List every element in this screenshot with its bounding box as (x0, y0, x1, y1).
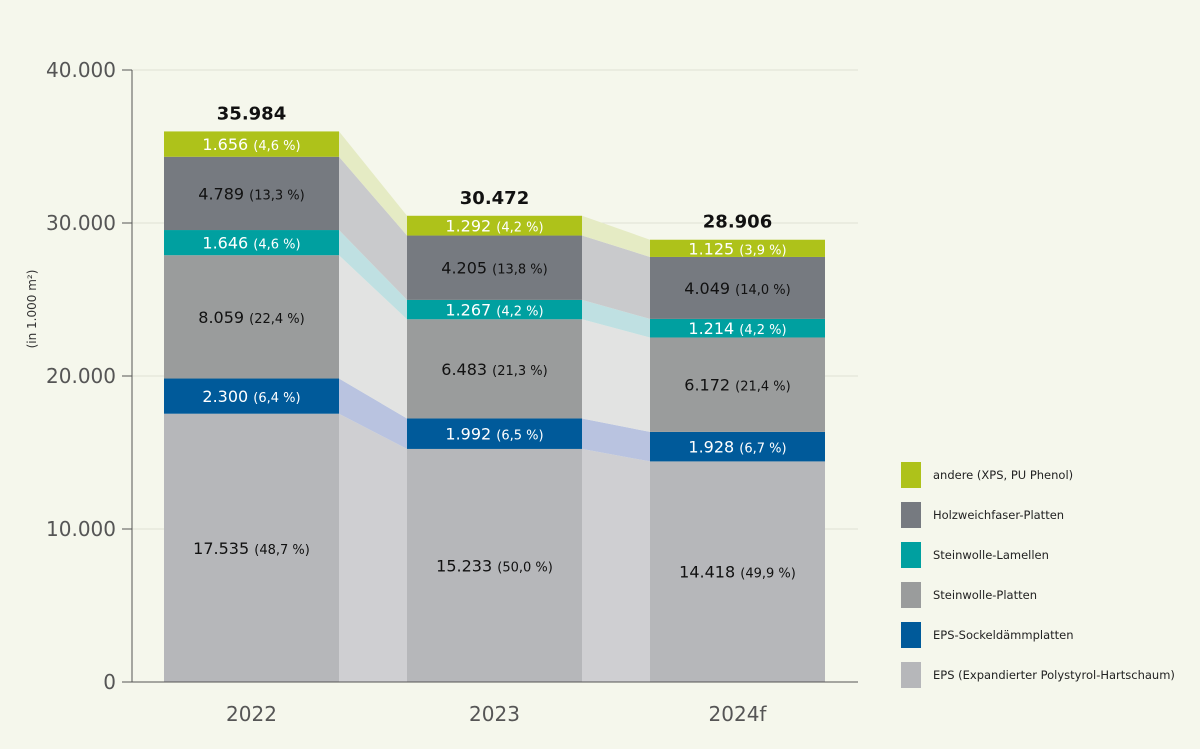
data-label: 1.214 (4,2 %) (688, 319, 786, 338)
y-tick-label: 20.000 (46, 364, 116, 388)
data-label: 17.535 (48,7 %) (193, 539, 310, 558)
connector-band (339, 230, 407, 320)
data-label: 1.656 (4,6 %) (202, 135, 300, 154)
connector-band (582, 448, 650, 682)
legend-item: Holzweichfaser-Platten (901, 495, 1175, 535)
total-label: 28.906 (703, 212, 772, 233)
bar-segment (650, 431, 825, 462)
y-tick-label: 0 (103, 670, 116, 694)
bar-segment (650, 256, 825, 319)
connector-band (339, 378, 407, 449)
legend-swatch (901, 462, 921, 488)
bar-segment (650, 337, 825, 432)
y-tick-label: 10.000 (46, 517, 116, 541)
data-label: 1.992 (6,5 %) (445, 425, 543, 444)
data-label: 4.049 (14,0 %) (684, 279, 790, 298)
data-label: 1.125 (3,9 %) (688, 239, 786, 258)
bar-segment (164, 156, 339, 231)
legend-swatch (901, 542, 921, 568)
data-label: 14.418 (49,9 %) (679, 563, 796, 582)
connector-band (582, 299, 650, 338)
data-label: 15.233 (50,0 %) (436, 556, 553, 575)
data-label: 1.646 (4,6 %) (202, 234, 300, 253)
y-tick-label: 40.000 (46, 58, 116, 82)
bar-segment (407, 299, 582, 320)
total-label: 35.984 (217, 103, 286, 124)
y-tick-label: 30.000 (46, 211, 116, 235)
legend-label: EPS-Sockeldämmplatten (933, 628, 1074, 642)
data-label: 6.483 (21,3 %) (441, 360, 547, 379)
legend-item: EPS-Sockeldämmplatten (901, 615, 1175, 655)
connector-band (582, 319, 650, 432)
y-axis-label: (in 1.000 m²) (25, 269, 39, 349)
bar-segment (407, 215, 582, 236)
connector-band (339, 413, 407, 682)
legend-swatch (901, 582, 921, 608)
total-label: 30.472 (460, 188, 529, 209)
bar-segment (164, 131, 339, 157)
legend-item: Steinwolle-Platten (901, 575, 1175, 615)
bar-segment (650, 239, 825, 257)
data-label: 1.928 (6,7 %) (688, 438, 786, 457)
data-label: 8.059 (22,4 %) (198, 308, 304, 327)
bar-segment (650, 461, 825, 682)
legend-item: EPS (Expandierter Polystyrol-Hartschaum) (901, 655, 1175, 695)
connector-band (339, 156, 407, 300)
bar-segment (407, 319, 582, 419)
bar-segment (164, 255, 339, 379)
legend-swatch (901, 622, 921, 648)
legend-label: Steinwolle-Platten (933, 588, 1037, 602)
connector-band (582, 215, 650, 257)
legend-swatch (901, 662, 921, 688)
data-label: 6.172 (21,4 %) (684, 376, 790, 395)
connector-band (582, 418, 650, 462)
data-label: 1.267 (4,2 %) (445, 301, 543, 320)
bar-segment (164, 230, 339, 256)
x-tick-label: 2023 (469, 702, 520, 726)
x-tick-label: 2022 (226, 702, 277, 726)
legend-item: Steinwolle-Lamellen (901, 535, 1175, 575)
legend: andere (XPS, PU Phenol) Holzweichfaser-Pl… (901, 455, 1175, 695)
legend-swatch (901, 502, 921, 528)
legend-label: Steinwolle-Lamellen (933, 548, 1049, 562)
x-tick-label: 2024f (709, 702, 768, 726)
bar-segment (164, 378, 339, 414)
data-label: 2.300 (6,4 %) (202, 387, 300, 406)
legend-label: EPS (Expandierter Polystyrol-Hartschaum) (933, 668, 1175, 682)
bar-segment (407, 418, 582, 449)
connector-band (339, 255, 407, 419)
data-label: 4.205 (13,8 %) (441, 259, 547, 278)
legend-label: Holzweichfaser-Platten (933, 508, 1065, 522)
data-label: 4.789 (13,3 %) (198, 184, 304, 203)
bar-segment (650, 318, 825, 338)
bar-segment (407, 448, 582, 682)
connector-band (339, 131, 407, 236)
data-label: 1.292 (4,2 %) (445, 217, 543, 236)
legend-item: andere (XPS, PU Phenol) (901, 455, 1175, 495)
legend-label: andere (XPS, PU Phenol) (933, 468, 1074, 482)
bar-segment (407, 235, 582, 300)
bar-segment (164, 413, 339, 682)
connector-band (582, 235, 650, 319)
